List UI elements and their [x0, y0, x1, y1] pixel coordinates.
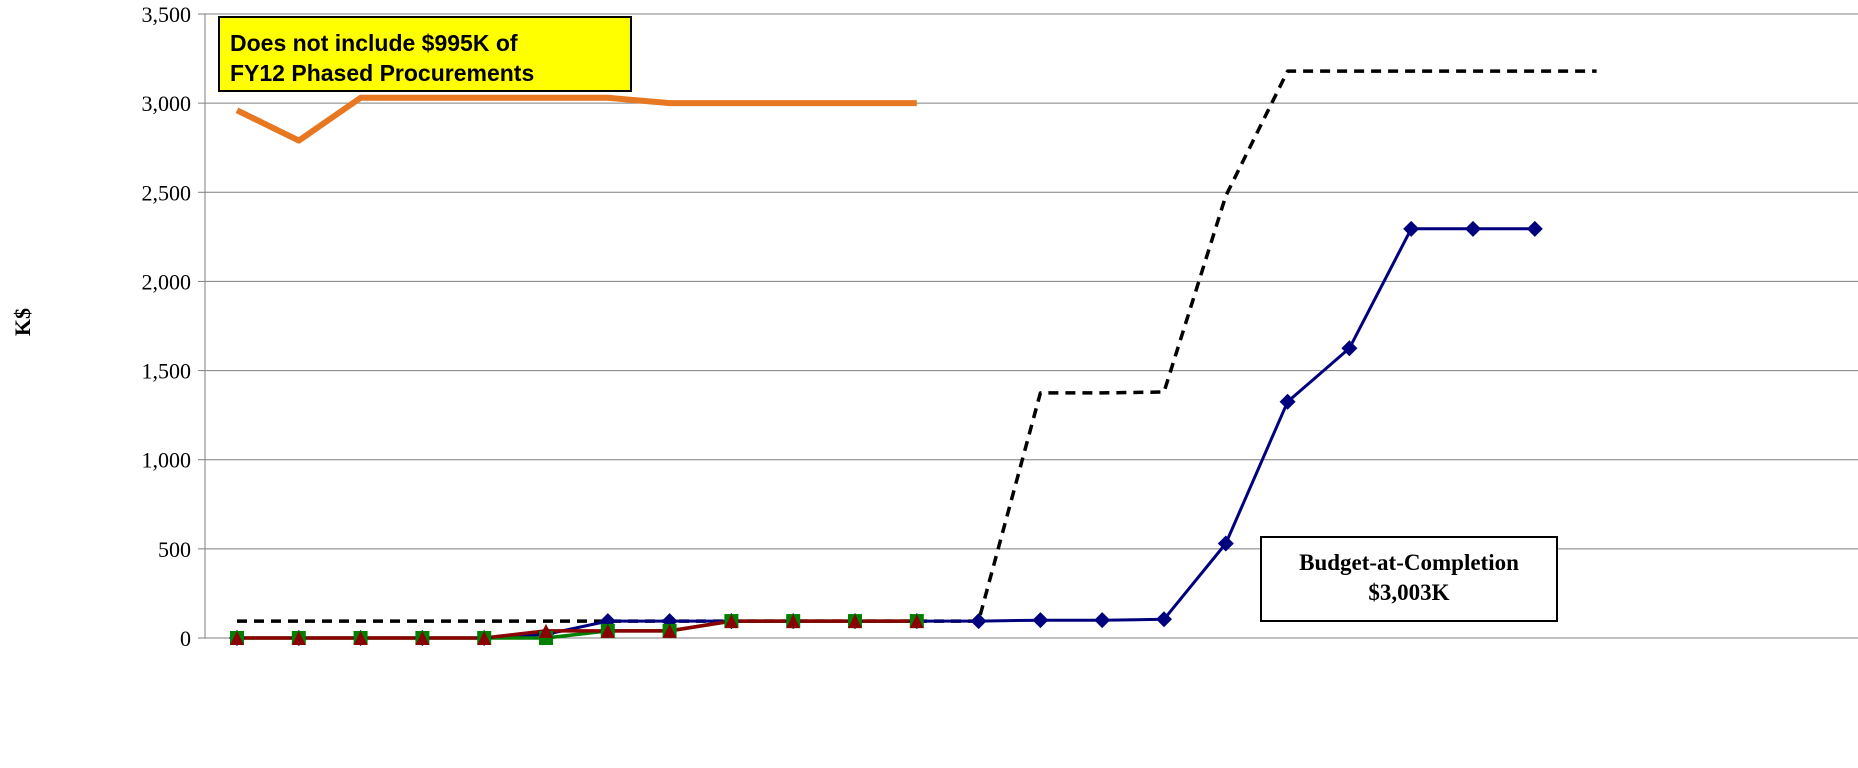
series-markers — [229, 220, 1543, 646]
procurement-note-line-2: FY12 Phased Procurements — [230, 60, 535, 86]
data-point-triangle — [600, 623, 615, 638]
y-tick-label: 0 — [180, 626, 191, 651]
data-point-diamond — [1279, 393, 1296, 410]
y-tick-label: 500 — [158, 537, 191, 562]
y-tick-label: 1,000 — [142, 448, 192, 473]
series-lines — [235, 69, 1597, 640]
gridlines — [205, 13, 1858, 639]
data-point-diamond — [1526, 220, 1543, 237]
data-point-triangle — [724, 614, 739, 629]
series-line-5 — [235, 94, 917, 144]
data-point-diamond — [1403, 220, 1420, 237]
y-tick-label: 2,500 — [142, 180, 192, 205]
data-point-triangle — [415, 631, 430, 645]
data-point-triangle — [539, 623, 553, 638]
y-tick-label: 1,500 — [142, 359, 192, 384]
data-point-diamond — [1032, 612, 1049, 629]
y-tick-labels: 0 500 1,000 1,500 2,000 2,500 3,000 3,500 — [142, 2, 192, 651]
data-point-triangle — [291, 631, 306, 645]
axes — [198, 13, 206, 639]
data-point-triangle — [230, 631, 244, 645]
data-point-diamond — [970, 613, 987, 630]
series-line-1 — [237, 69, 1597, 623]
data-point-diamond — [1217, 535, 1234, 552]
bac-value: $3,003K — [1368, 580, 1450, 605]
y-tick-label: 3,000 — [142, 91, 192, 116]
series-line-4 — [237, 619, 917, 640]
data-point-triangle — [909, 614, 924, 629]
data-point-diamond — [1341, 340, 1358, 357]
data-point-triangle — [353, 631, 368, 645]
data-point-triangle — [848, 614, 862, 629]
bac-label: Budget-at-Completion — [1299, 550, 1519, 575]
y-axis-label: K$ — [10, 308, 35, 336]
data-point-triangle — [662, 623, 677, 638]
data-point-triangle — [477, 631, 492, 645]
data-point-diamond — [1094, 612, 1111, 629]
data-point-triangle — [786, 614, 801, 629]
y-tick-label: 3,500 — [142, 2, 192, 27]
y-tick-label: 2,000 — [142, 269, 192, 294]
procurement-note-callout: Does not include $995K of FY12 Phased Pr… — [218, 16, 632, 92]
procurement-note-line-1: Does not include $995K of — [230, 30, 518, 56]
data-point-diamond — [1465, 220, 1481, 237]
budget-at-completion-callout: Budget-at-Completion $3,003K — [1260, 536, 1558, 622]
data-point-diamond — [1156, 611, 1172, 628]
